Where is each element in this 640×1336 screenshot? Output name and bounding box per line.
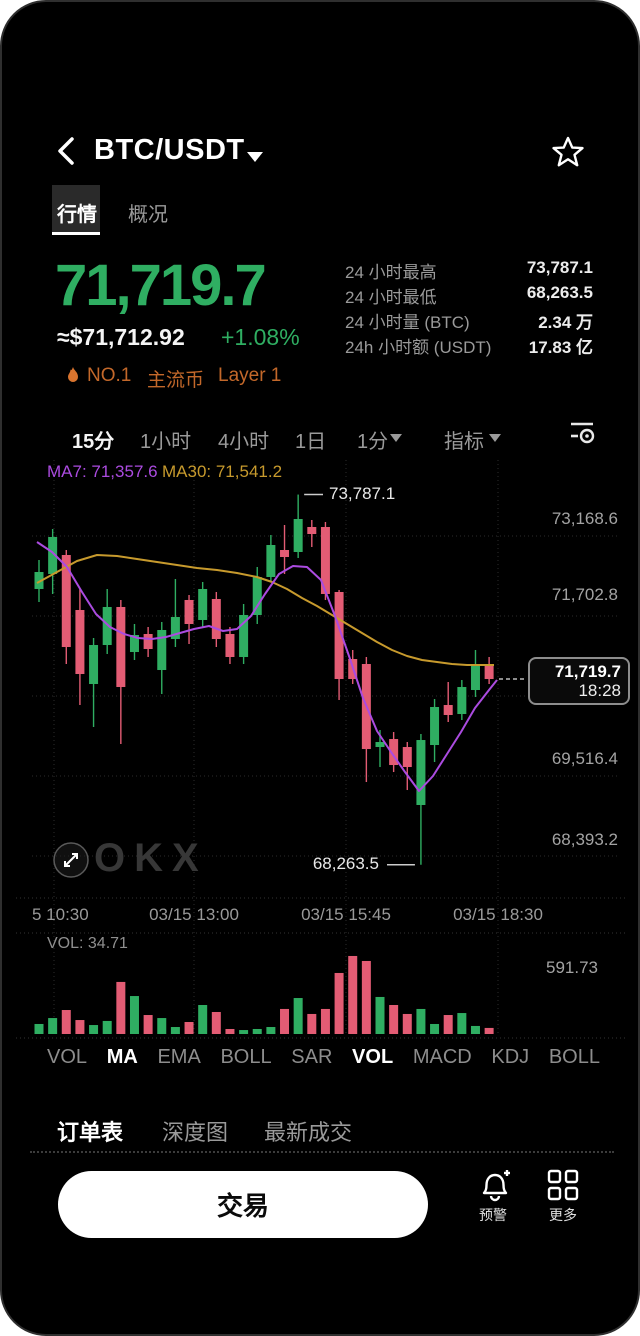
indicator-tab-ma[interactable]: MA	[106, 1046, 138, 1068]
indicator-menu[interactable]: 指标	[444, 431, 484, 453]
favorite-button[interactable]	[550, 135, 586, 171]
timeframe-more-dropdown[interactable]: 1分	[357, 431, 389, 453]
low-price-annotation: 68,263.5	[312, 853, 379, 873]
more-button-label: 更多	[549, 1207, 577, 1223]
fiat-price: ≈$71,712.92	[57, 324, 185, 350]
price-change: +1.08%	[221, 324, 300, 350]
timeframe-4h[interactable]: 4小时	[218, 431, 270, 453]
chart-expand-button[interactable]	[52, 841, 90, 879]
bell-plus-icon	[482, 1170, 510, 1202]
rank-badge[interactable]: NO.1	[87, 365, 132, 386]
last-price-tag-value: 71,719.7	[554, 662, 621, 681]
caret-down-icon[interactable]	[247, 152, 263, 162]
chevron-left-icon	[58, 137, 74, 165]
flame-icon	[64, 366, 82, 388]
indicator-tab-kdj[interactable]: KDJ	[491, 1046, 530, 1068]
x-axis-label: 5 10:30	[32, 905, 89, 924]
tab-latest-trades[interactable]: 最新成交	[264, 1120, 353, 1145]
stat-value: 17.83 亿	[528, 338, 593, 357]
indicator-tab-bar: VOL MA EMA BOLL SAR VOL MACD KDJ BOLL	[47, 1046, 600, 1069]
tab-quotes-underline	[52, 232, 100, 235]
high-price-annotation: 73,787.1	[329, 483, 396, 503]
chart-settings-button[interactable]	[568, 418, 600, 446]
category-badge-mainstream[interactable]: 主流币	[147, 370, 205, 391]
back-button[interactable]	[52, 135, 82, 167]
timeframe-1d[interactable]: 1日	[295, 431, 327, 453]
tab-overview[interactable]: 概况	[128, 204, 168, 226]
indicator-tab-vol-sub[interactable]: VOL	[352, 1046, 394, 1068]
stat-label: 24h 小时额 (USDT)	[345, 338, 492, 357]
indicator-tab-boll-sub[interactable]: BOLL	[548, 1046, 600, 1068]
indicator-tab-boll[interactable]: BOLL	[220, 1046, 272, 1068]
volume-axis-max-label: 591.73	[546, 958, 598, 977]
stat-value: 73,787.1	[526, 258, 593, 277]
category-badge-layer1[interactable]: Layer 1	[218, 365, 282, 386]
indicator-tab-sar[interactable]: SAR	[291, 1046, 333, 1068]
alert-button-label: 预警	[479, 1207, 507, 1223]
x-axis-label: 03/15 18:30	[453, 905, 543, 924]
caret-down-icon[interactable]	[489, 434, 501, 442]
stat-label: 24 小时最低	[345, 288, 437, 307]
stat-value: 68,263.5	[526, 283, 593, 302]
indicator-tab-macd[interactable]: MACD	[412, 1046, 472, 1068]
y-axis-label: 69,516.4	[551, 749, 618, 768]
okx-watermark: OKX	[94, 836, 208, 880]
timeframe-1h[interactable]: 1小时	[140, 431, 192, 453]
tab-order-book[interactable]: 订单表	[57, 1120, 124, 1145]
expand-icon	[53, 842, 89, 878]
grid-icon	[547, 1169, 579, 1201]
star-icon	[552, 136, 584, 167]
chart-settings-icon	[571, 422, 595, 444]
tab-quotes-highlight	[52, 185, 100, 235]
y-axis-label: 73,168.6	[551, 509, 618, 528]
tab-depth-chart[interactable]: 深度图	[162, 1120, 229, 1145]
divider	[30, 1151, 614, 1153]
tab-quotes[interactable]: 行情	[57, 204, 97, 226]
last-price-tag-time: 18:28	[578, 681, 621, 700]
stat-label: 24 小时量 (BTC)	[345, 313, 470, 332]
y-axis-label: 71,702.8	[551, 585, 618, 604]
trade-button[interactable]: 交易	[58, 1171, 428, 1238]
ma30-legend: MA30: 71,541.2	[162, 462, 283, 481]
timeframe-15m[interactable]: 15分	[72, 431, 115, 453]
stat-value: 2.34 万	[538, 313, 593, 332]
alert-button[interactable]	[475, 1166, 511, 1202]
y-axis-label: 68,393.2	[551, 830, 618, 849]
last-price-tag: 71,719.7 18:28	[528, 657, 630, 705]
x-axis-label: 03/15 13:00	[149, 905, 239, 924]
caret-down-icon[interactable]	[390, 434, 402, 442]
volume-latest-label: VOL: 34.71	[47, 935, 128, 952]
ma7-legend: MA7: 71,357.6	[47, 462, 158, 481]
more-button[interactable]	[547, 1169, 579, 1201]
stat-label: 24 小时最高	[345, 263, 437, 282]
pair-title[interactable]: BTC/USDT	[94, 134, 245, 166]
indicator-tab-ema[interactable]: EMA	[157, 1046, 201, 1068]
indicator-tab-vol-main[interactable]: VOL	[47, 1046, 88, 1068]
x-axis-label: 03/15 15:45	[301, 905, 391, 924]
last-price: 71,719.7	[55, 253, 267, 318]
